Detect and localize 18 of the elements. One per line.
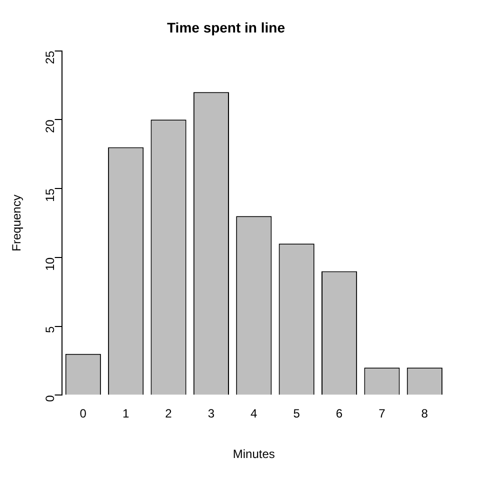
x-tick-label: 7 xyxy=(378,406,386,421)
x-tick-label: 0 xyxy=(80,406,87,421)
x-tick-label: 4 xyxy=(250,406,258,421)
x-tick-label: 5 xyxy=(293,406,300,421)
x-tick-label: 1 xyxy=(122,406,130,421)
x-tick-label: 6 xyxy=(336,406,343,421)
y-tick-label: 15 xyxy=(43,188,58,202)
y-tick-label: 10 xyxy=(43,257,58,271)
y-tick-label: 25 xyxy=(43,50,58,64)
x-axis-title: Minutes xyxy=(232,447,275,462)
y-tick-label: 20 xyxy=(43,119,58,134)
chart-title: Time spent in line xyxy=(167,19,286,36)
x-tick-label: 3 xyxy=(208,406,215,421)
y-tick-label: 0 xyxy=(43,394,58,402)
x-tick-label: 2 xyxy=(165,406,172,421)
y-tick-label: 5 xyxy=(43,326,58,334)
y-axis-title: Frequency xyxy=(10,194,24,252)
x-tick-label: 8 xyxy=(421,406,428,421)
